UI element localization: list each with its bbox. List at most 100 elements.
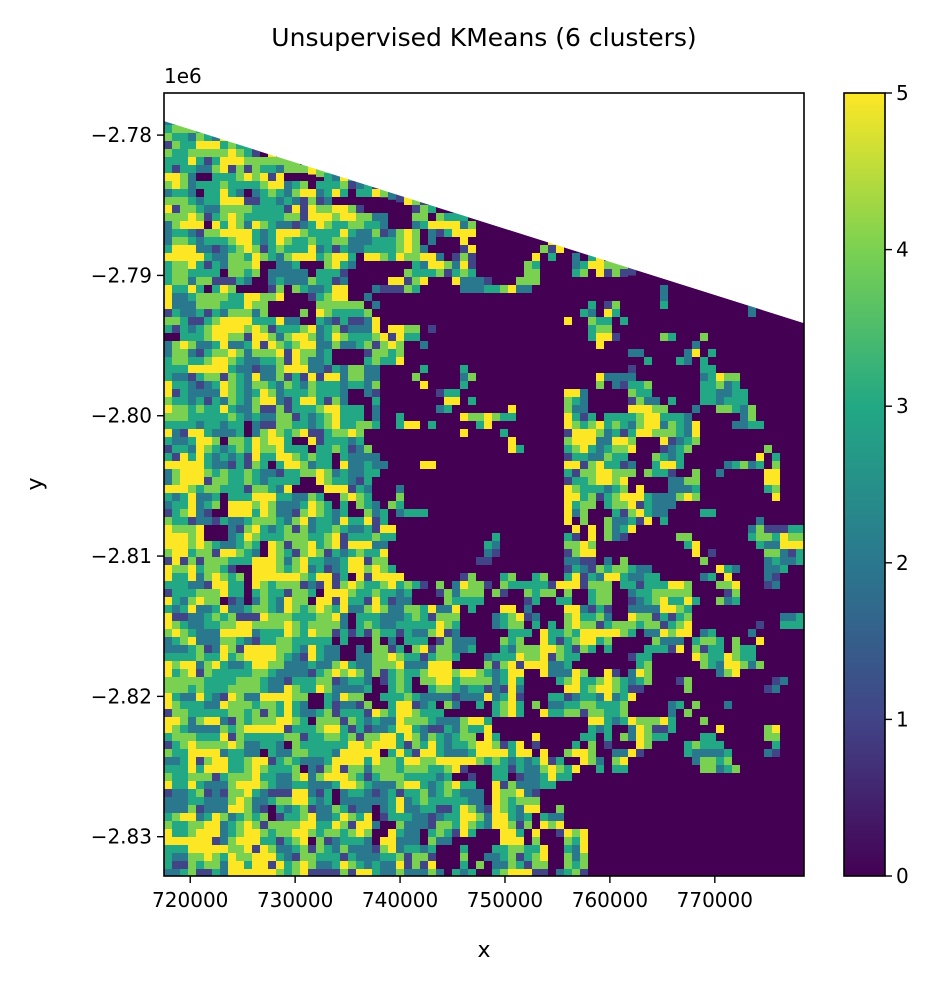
cluster-cell — [444, 717, 452, 725]
cluster-cell — [540, 573, 548, 581]
cluster-cell — [540, 861, 548, 869]
cluster-cell — [284, 805, 292, 813]
cluster-cell — [388, 669, 396, 677]
cluster-cell — [236, 157, 244, 165]
cluster-cell — [660, 517, 668, 525]
cluster-cell — [228, 709, 236, 717]
cluster-cell — [164, 253, 172, 261]
cluster-cell — [300, 517, 308, 525]
cluster-cell — [388, 765, 396, 773]
cluster-cell — [308, 845, 316, 853]
cluster-cell — [292, 661, 300, 669]
cluster-cell — [580, 869, 588, 876]
cluster-cell — [188, 301, 196, 309]
cluster-cell — [516, 837, 524, 845]
cluster-cell — [588, 533, 596, 541]
cluster-cell — [212, 677, 220, 685]
cluster-cell — [468, 741, 476, 749]
cluster-cell — [172, 629, 180, 637]
cluster-cell — [444, 677, 452, 685]
cluster-cell — [372, 557, 380, 565]
cluster-cell — [276, 197, 284, 205]
cluster-cell — [180, 381, 188, 389]
cluster-cell — [572, 405, 580, 413]
cluster-cell — [668, 621, 676, 629]
cluster-cell — [716, 669, 724, 677]
cluster-cell — [220, 869, 228, 876]
cluster-cell — [308, 525, 316, 533]
cluster-cell — [492, 845, 500, 853]
cluster-cell — [260, 181, 268, 189]
cluster-cell — [428, 605, 436, 613]
cluster-cell — [188, 541, 196, 549]
cluster-cell — [564, 869, 572, 876]
cluster-cell — [188, 653, 196, 661]
cluster-cell — [532, 701, 540, 709]
cluster-cell — [380, 781, 388, 789]
cluster-cell — [620, 533, 628, 541]
cluster-cell — [172, 861, 180, 869]
cluster-cell — [268, 549, 276, 557]
cluster-cell — [356, 565, 364, 573]
cluster-cell — [516, 861, 524, 869]
cluster-cell — [436, 821, 444, 829]
cluster-cell — [572, 557, 580, 565]
cluster-cell — [308, 741, 316, 749]
cluster-cell — [356, 445, 364, 453]
cluster-cell — [260, 645, 268, 653]
cluster-cell — [196, 605, 204, 613]
cluster-cell — [212, 813, 220, 821]
cluster-cell — [708, 549, 716, 557]
cluster-cell — [460, 381, 468, 389]
cluster-cell — [308, 421, 316, 429]
cluster-cell — [300, 869, 308, 876]
cluster-cell — [380, 461, 388, 469]
cluster-cell — [164, 341, 172, 349]
cluster-cell — [180, 589, 188, 597]
cluster-cell — [460, 781, 468, 789]
cluster-cell — [284, 637, 292, 645]
cluster-cell — [428, 229, 436, 237]
cluster-cell — [324, 845, 332, 853]
cluster-cell — [332, 821, 340, 829]
cluster-cell — [668, 613, 676, 621]
cluster-cell — [204, 429, 212, 437]
cluster-cell — [612, 309, 620, 317]
cluster-cell — [452, 653, 460, 661]
cluster-cell — [172, 589, 180, 597]
cluster-cell — [172, 213, 180, 221]
cluster-cell — [660, 429, 668, 437]
cluster-cell — [268, 445, 276, 453]
cluster-cell — [356, 725, 364, 733]
cluster-cell — [372, 781, 380, 789]
cluster-cell — [332, 429, 340, 437]
cluster-cell — [284, 733, 292, 741]
cluster-cell — [404, 773, 412, 781]
cluster-cell — [308, 285, 316, 293]
cluster-cell — [164, 517, 172, 525]
cluster-cell — [412, 749, 420, 757]
cluster-cell — [244, 485, 252, 493]
cluster-cell — [332, 541, 340, 549]
cluster-cell — [284, 773, 292, 781]
cluster-cell — [428, 741, 436, 749]
cluster-cell — [620, 733, 628, 741]
cluster-cell — [356, 309, 364, 317]
cluster-cell — [676, 637, 684, 645]
cluster-cell — [228, 757, 236, 765]
cluster-cell — [284, 509, 292, 517]
cluster-cell — [580, 861, 588, 869]
cluster-cell — [188, 189, 196, 197]
cluster-cell — [236, 277, 244, 285]
cluster-cell — [244, 717, 252, 725]
cluster-cell — [364, 621, 372, 629]
cluster-cell — [220, 549, 228, 557]
cluster-cell — [164, 173, 172, 181]
cluster-cell — [604, 501, 612, 509]
cluster-cell — [332, 269, 340, 277]
cluster-cell — [180, 845, 188, 853]
cluster-cell — [676, 357, 684, 365]
cluster-cell — [164, 221, 172, 229]
cluster-cell — [508, 573, 516, 581]
cluster-cell — [380, 509, 388, 517]
